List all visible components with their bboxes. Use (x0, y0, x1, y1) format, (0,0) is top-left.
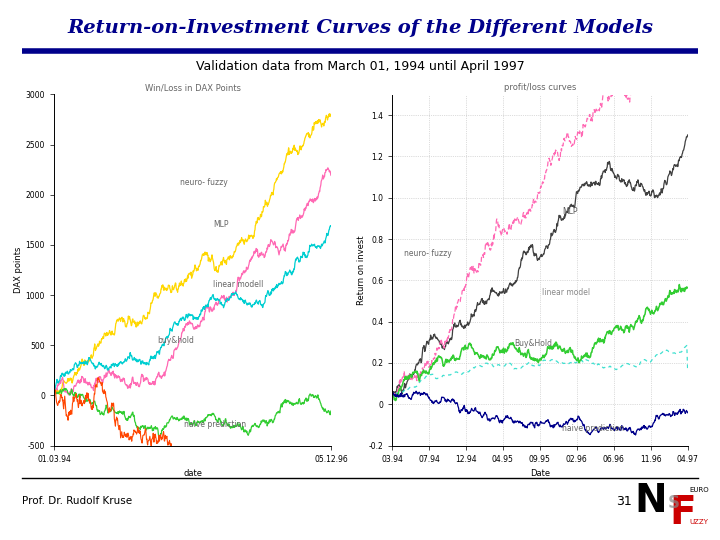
Y-axis label: Return on invest: Return on invest (357, 235, 366, 305)
Text: N: N (634, 482, 667, 519)
Text: UZZY: UZZY (690, 519, 708, 525)
Text: linear modell: linear modell (213, 280, 264, 289)
Title: Win/Loss in DAX Points: Win/Loss in DAX Points (145, 83, 240, 92)
Y-axis label: DAX points: DAX points (14, 247, 23, 293)
Text: S: S (667, 495, 679, 512)
Text: MLP: MLP (213, 220, 229, 229)
Text: naive prediction: naive prediction (184, 421, 246, 429)
Text: neuro- fuzzy: neuro- fuzzy (404, 248, 452, 258)
Text: Validation data from March 01, 1994 until April 1997: Validation data from March 01, 1994 unti… (196, 60, 524, 73)
Title: profit/loss curves: profit/loss curves (504, 83, 576, 92)
Text: Buy&Hold: Buy&Hold (515, 340, 552, 348)
Text: MLP: MLP (562, 207, 577, 216)
Text: linear model: linear model (542, 288, 590, 297)
Text: EURO: EURO (690, 488, 709, 494)
Text: naive prediction: naive prediction (562, 424, 624, 433)
Text: 31: 31 (616, 495, 631, 508)
Text: neuro- fuzzy: neuro- fuzzy (180, 178, 228, 187)
Text: buy&hold: buy&hold (158, 336, 194, 345)
Text: F: F (670, 494, 696, 532)
Text: Prof. Dr. Rudolf Kruse: Prof. Dr. Rudolf Kruse (22, 496, 132, 506)
X-axis label: Date: Date (530, 469, 550, 478)
X-axis label: date: date (183, 469, 202, 478)
Text: Return-on-Investment Curves of the Different Models: Return-on-Investment Curves of the Diffe… (67, 19, 653, 37)
